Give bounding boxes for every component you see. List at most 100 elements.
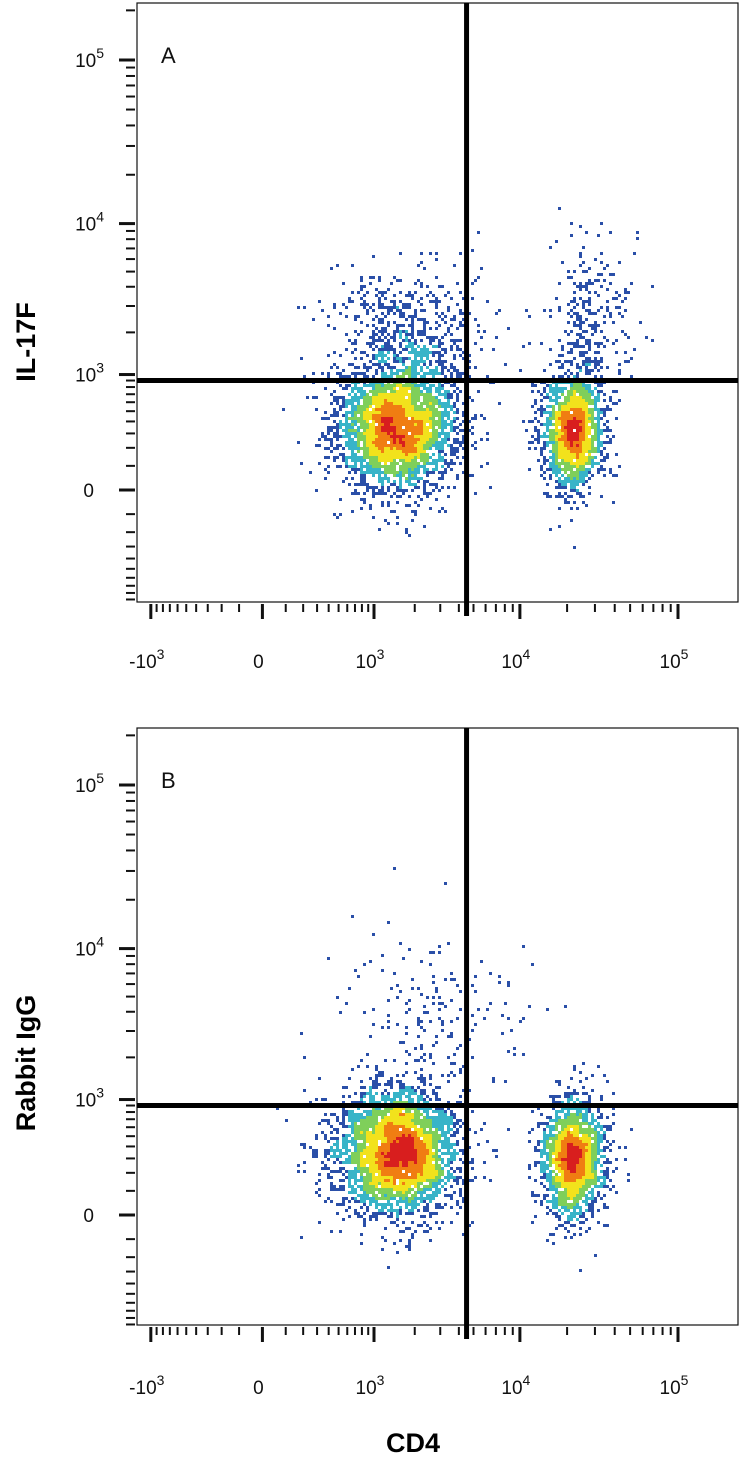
event-dot [375,435,378,438]
event-dot [435,1206,438,1209]
event-dot [594,1143,597,1146]
event-dot [360,480,363,483]
event-dot [405,447,408,450]
event-dot [579,1161,582,1164]
event-dot [447,369,450,372]
event-dot [363,1095,366,1098]
event-dot [357,402,360,405]
event-dot [549,1176,552,1179]
event-dot [435,1170,438,1173]
event-dot [372,459,375,462]
event-dot [447,414,450,417]
event-dot [573,411,576,414]
event-dot [405,1137,408,1140]
event-dot [561,435,564,438]
event-dot [591,399,594,402]
event-dot [417,300,420,303]
event-dot [594,402,597,405]
event-dot [447,1152,450,1155]
event-dot [402,1119,405,1122]
event-dot [339,420,342,423]
event-dot [399,1170,402,1173]
event-dot [555,447,558,450]
event-dot [453,1152,456,1155]
event-dot [534,411,537,414]
event-dot [387,312,390,315]
event-dot [594,1119,597,1122]
event-dot [576,1110,579,1113]
event-dot [405,1191,408,1194]
event-dot [573,486,576,489]
event-dot [579,225,582,228]
event-dot [453,369,456,372]
event-dot [594,417,597,420]
event-dot [414,363,417,366]
event-dot [351,390,354,393]
event-dot [375,1134,378,1137]
event-dot [459,423,462,426]
event-dot [579,1176,582,1179]
event-dot [417,456,420,459]
event-dot [456,1182,459,1185]
event-dot [405,1101,408,1104]
event-dot [594,405,597,408]
event-dot [381,1134,384,1137]
event-dot [594,342,597,345]
event-dot [462,1065,465,1068]
event-dot [369,453,372,456]
event-dot [336,372,339,375]
event-dot [621,330,624,333]
event-dot [588,468,591,471]
event-dot [417,1107,420,1110]
event-dot [321,1119,324,1122]
event-dot [600,357,603,360]
event-dot [414,1173,417,1176]
event-dot [447,1161,450,1164]
event-dot [432,426,435,429]
event-dot [582,393,585,396]
event-dot [576,399,579,402]
event-dot [393,1179,396,1182]
event-dot [561,1152,564,1155]
event-dot [408,429,411,432]
event-dot [375,1140,378,1143]
event-dot [591,1152,594,1155]
event-dot [525,429,528,432]
event-dot [591,1128,594,1131]
event-dot [393,474,396,477]
event-dot [603,468,606,471]
event-dot [378,291,381,294]
event-dot [405,414,408,417]
event-dot [567,1167,570,1170]
event-dot [432,1164,435,1167]
event-dot [372,393,375,396]
event-dot [537,1149,540,1152]
event-dot [315,1149,318,1152]
event-dot [396,1134,399,1137]
event-dot [588,1149,591,1152]
event-dot [444,420,447,423]
event-dot [372,429,375,432]
event-dot [546,495,549,498]
event-dot [588,339,591,342]
event-dot [411,336,414,339]
event-dot [426,426,429,429]
event-dot [564,1209,567,1212]
event-dot [351,438,354,441]
event-dot [564,477,567,480]
event-dot [408,387,411,390]
event-dot [423,354,426,357]
event-dot [582,480,585,483]
event-dot [558,396,561,399]
event-dot [387,1170,390,1173]
event-dot [354,1167,357,1170]
event-dot [564,1128,567,1131]
event-dot [390,309,393,312]
event-dot [402,423,405,426]
event-dot [351,1191,354,1194]
event-dot [390,435,393,438]
event-dot [387,420,390,423]
event-dot [402,468,405,471]
event-dot [408,1176,411,1179]
event-dot [468,474,471,477]
